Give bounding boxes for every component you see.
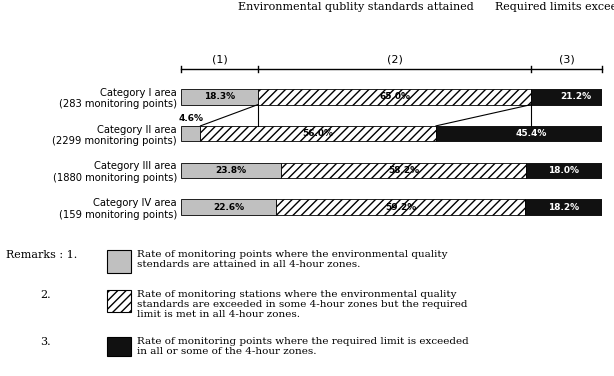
Text: 58.2%: 58.2% (388, 166, 419, 175)
Bar (436, 126, 614, 141)
Text: 21.2%: 21.2% (561, 92, 592, 101)
Text: 65.0%: 65.0% (379, 92, 410, 101)
Text: 45.4%: 45.4% (516, 129, 547, 138)
Bar (276, 200, 525, 215)
Text: 18.2%: 18.2% (548, 203, 579, 212)
Bar (281, 163, 526, 178)
Text: 23.8%: 23.8% (216, 166, 247, 175)
Bar (526, 163, 602, 178)
Text: 3.: 3. (40, 337, 50, 347)
Bar (181, 89, 258, 105)
Text: (3): (3) (559, 55, 575, 65)
Text: (2): (2) (387, 55, 403, 65)
Text: 59.2%: 59.2% (385, 203, 416, 212)
Bar (181, 163, 281, 178)
Text: Rate of monitoring stations where the environmental quality
standards are exceed: Rate of monitoring stations where the en… (137, 290, 467, 319)
Text: 56.0%: 56.0% (303, 129, 334, 138)
Bar (181, 200, 276, 215)
Text: 18.0%: 18.0% (548, 166, 580, 175)
Bar (201, 126, 436, 141)
Text: Rate of monitoring points where the environmental quality
stendards are attained: Rate of monitoring points where the envi… (137, 250, 448, 270)
Bar (181, 126, 201, 141)
Bar (525, 200, 602, 215)
Text: Required limits exceeded: Required limits exceeded (495, 2, 614, 12)
Text: 18.3%: 18.3% (204, 92, 235, 101)
Text: 22.6%: 22.6% (213, 203, 244, 212)
Text: Remarks : 1.: Remarks : 1. (6, 250, 77, 260)
Text: 4.6%: 4.6% (178, 114, 203, 123)
Text: (1): (1) (212, 55, 228, 65)
Bar (532, 89, 614, 105)
Text: Rate of monitoring points where the required limit is exceeded
in all or some of: Rate of monitoring points where the requ… (137, 337, 468, 356)
Bar (258, 89, 532, 105)
Text: 2.: 2. (40, 290, 50, 300)
Text: Environmental qublity standards attained: Environmental qublity standards attained (238, 2, 474, 12)
